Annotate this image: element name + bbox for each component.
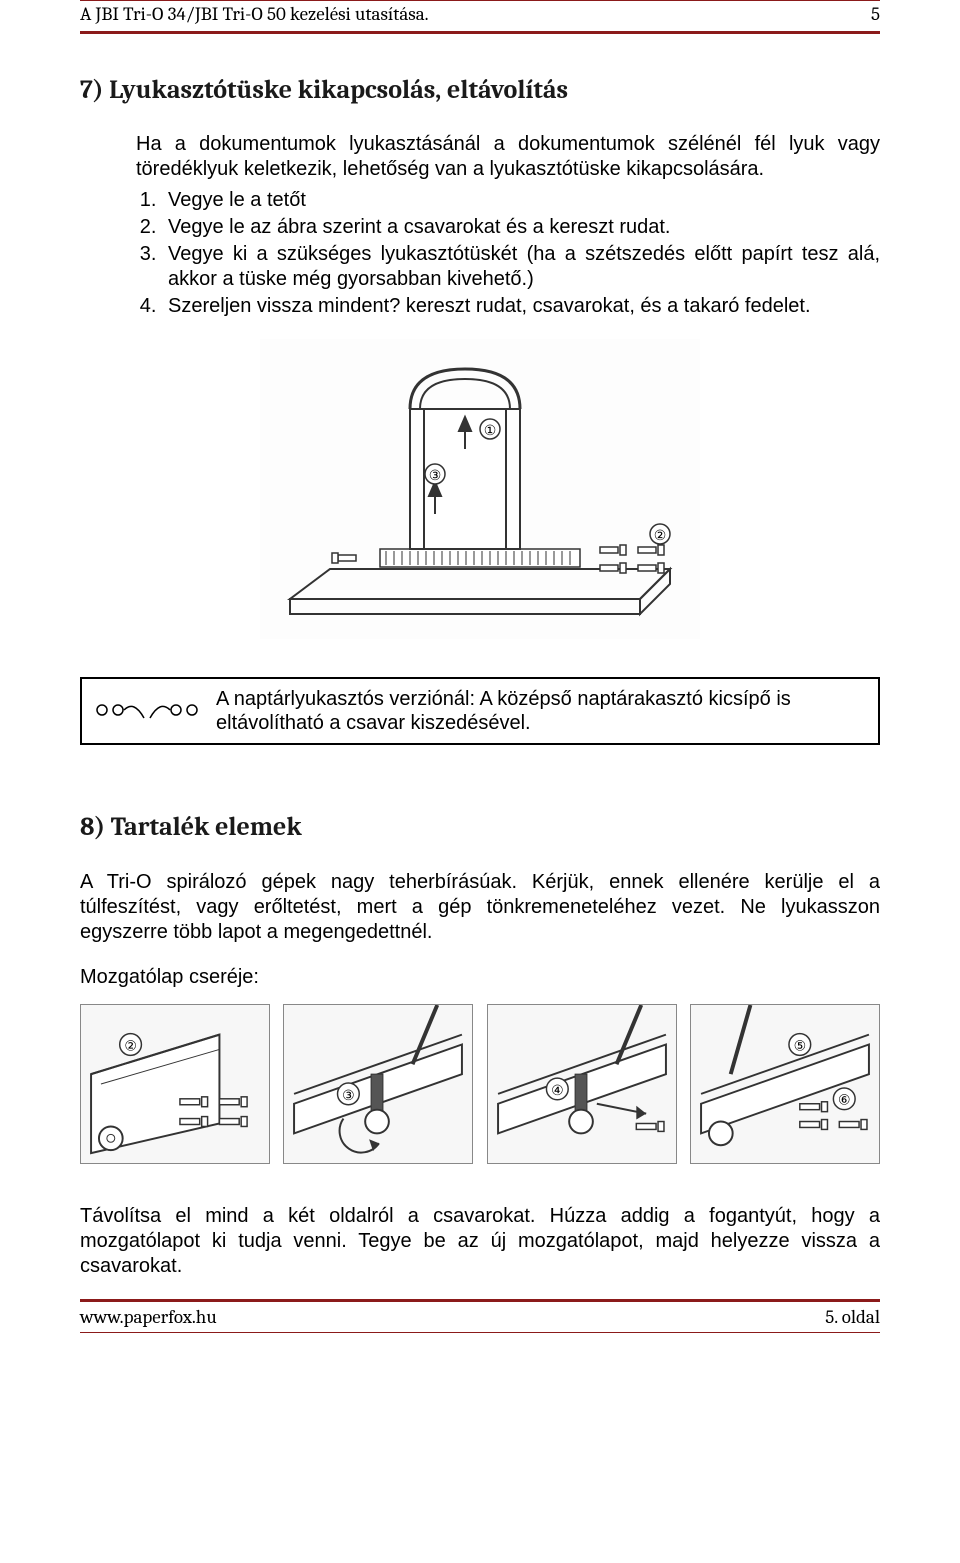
section-7-heading: 7) Lyukasztótüske kikapcsolás, eltávolít… — [80, 74, 880, 107]
fig-label: ④ — [551, 1082, 563, 1098]
replace-diagram-1: ② — [80, 1004, 270, 1164]
fig-label: ② — [124, 1037, 136, 1053]
figure-row: ② ③ — [80, 1004, 880, 1164]
figure-label-1: ① — [484, 422, 497, 438]
footer-url: www.paperfox.hu — [80, 1306, 217, 1330]
machine-diagram: ① ③ ② — [260, 339, 700, 639]
fig-label: ③ — [343, 1087, 355, 1103]
section-7-intro: Ha a dokumentumok lyukasztásánál a dokum… — [80, 132, 880, 182]
header-page-number: 5 — [871, 3, 880, 27]
section-8-sublabel: Mozgatólap cseréje: — [80, 965, 880, 990]
list-item: Vegye le a tetőt — [162, 188, 880, 215]
section-8-p2: Távolítsa el mind a két oldalról a csava… — [80, 1204, 880, 1279]
note-text: A naptárlyukasztós verziónál: A középső … — [216, 687, 868, 735]
fig-label: ⑤ — [794, 1037, 806, 1053]
replace-diagram-4: ⑤ ⑥ — [690, 1004, 880, 1164]
replace-diagram-3: ④ — [487, 1004, 677, 1164]
figure-label-3: ③ — [429, 467, 442, 483]
footer-page-number: 5. oldal — [825, 1306, 880, 1330]
page-footer: www.paperfox.hu 5. oldal — [80, 1299, 880, 1333]
page-header: A JBI Tri-O 34/JBI Tri-O 50 kezelési uta… — [80, 0, 880, 34]
list-item: Szereljen vissza mindent? kereszt rudat,… — [162, 294, 880, 321]
section-8-heading: 8) Tartalék elemek — [80, 811, 880, 844]
figure-label-2: ② — [654, 527, 667, 543]
list-item: Vegye ki a szükséges lyukasztótüskét (ha… — [162, 242, 880, 294]
header-title: A JBI Tri-O 34/JBI Tri-O 50 kezelési uta… — [80, 3, 429, 27]
section-8-p1: A Tri-O spirálozó gépek nagy teherbírású… — [80, 870, 880, 945]
calendar-clip-icon — [92, 694, 202, 728]
list-item: Vegye le az ábra szerint a csavarokat és… — [162, 215, 880, 242]
section-7-steps: Vegye le a tetőt Vegye le az ábra szerin… — [80, 188, 880, 321]
fig-label: ⑥ — [838, 1091, 850, 1107]
note-box: A naptárlyukasztós verziónál: A középső … — [80, 677, 880, 745]
page: A JBI Tri-O 34/JBI Tri-O 50 kezelési uta… — [0, 0, 960, 1363]
replace-diagram-2: ③ — [283, 1004, 473, 1164]
